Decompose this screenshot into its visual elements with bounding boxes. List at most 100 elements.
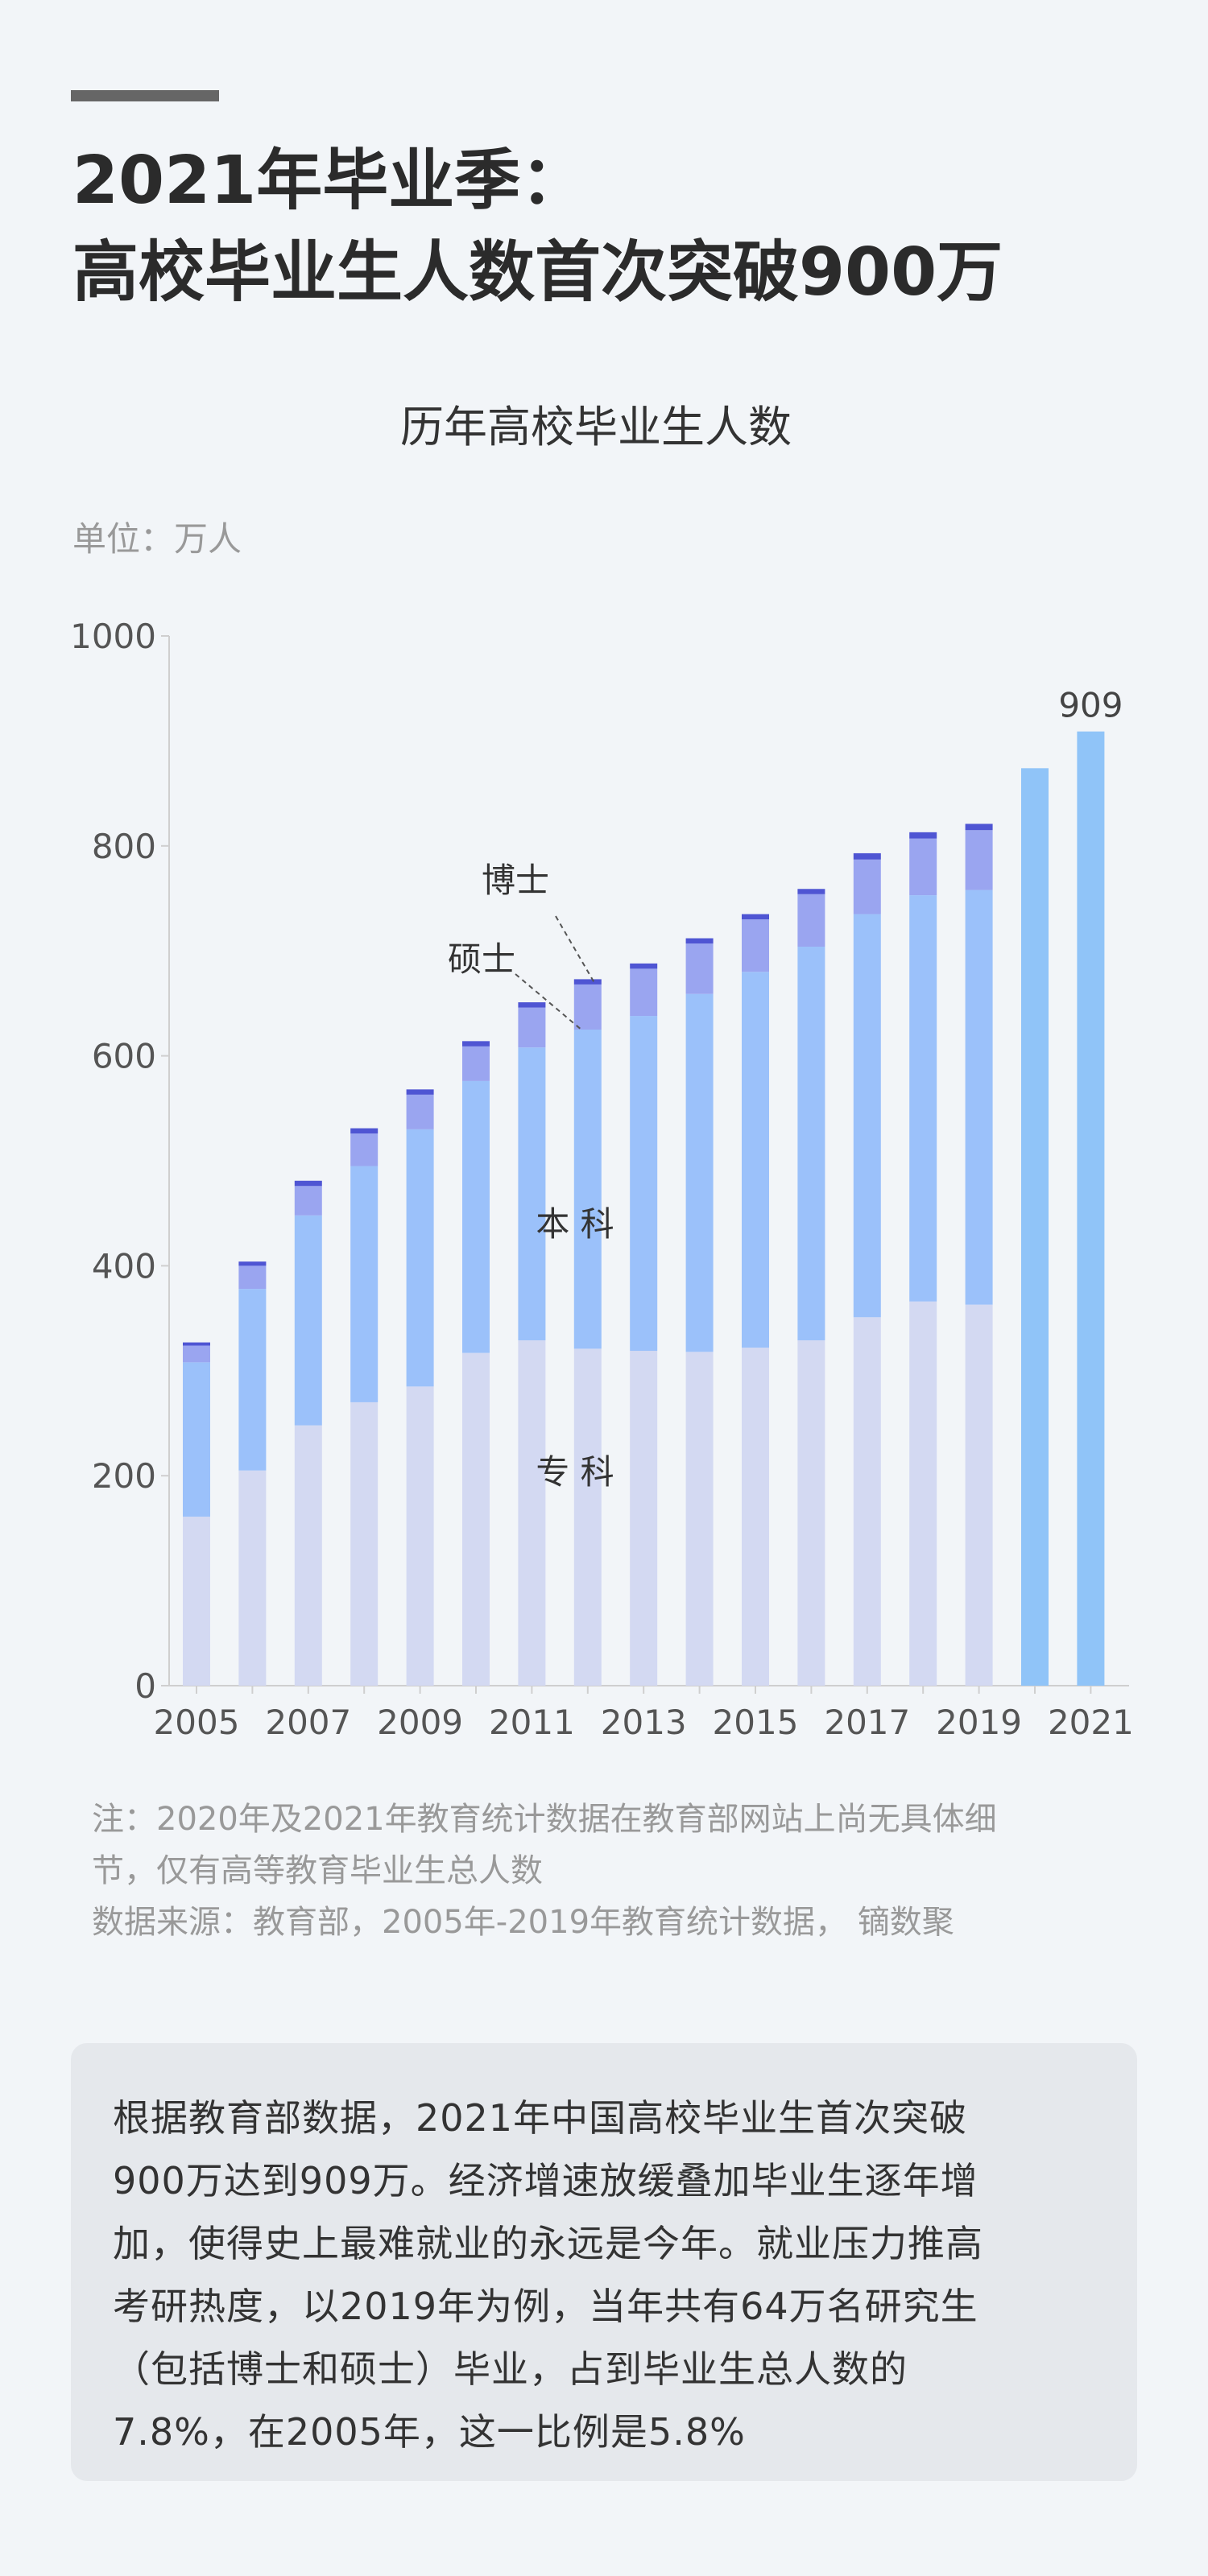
note-line-1: 注：2020年及2021年教育统计数据在教育部网站上尚无具体细 [92, 1801, 997, 1838]
data-label-2021: 909 [1058, 686, 1123, 725]
summary-line-3: 加，使得史上最难就业的永远是今年。就业压力推高 [113, 2222, 983, 2265]
x-tick-label: 2017 [824, 1703, 910, 1742]
chart-title: 历年高校毕业生人数 [400, 402, 792, 452]
annotation-undergrad: 本 科 [536, 1204, 614, 1244]
y-tick-label: 400 [92, 1246, 156, 1286]
annotation-phd-leader [555, 915, 595, 983]
bar-2019-博士 [965, 824, 993, 831]
bar-2007-专科 [294, 1425, 322, 1686]
summary-line-2: 900万达到909万。经济增速放缓叠加毕业生逐年增 [113, 2159, 978, 2202]
bar-2017-专科 [853, 1317, 881, 1686]
bar-2006-博士 [238, 1261, 267, 1266]
x-tick-label: 2011 [489, 1703, 575, 1742]
bar-2014-专科 [685, 1352, 714, 1686]
bar-2009-博士 [406, 1089, 434, 1095]
y-tick-label: 800 [92, 827, 156, 866]
bar-2009-专科 [406, 1386, 434, 1686]
bar-2017-本科 [853, 914, 881, 1318]
bar-2019-硕士 [965, 830, 993, 890]
bar-total-2021 [1077, 731, 1105, 1686]
bar-2005-硕士 [183, 1345, 210, 1363]
bar-2016-硕士 [797, 894, 825, 947]
summary-line-1: 根据教育部数据，2021年中国高校毕业生首次突破 [113, 2096, 968, 2140]
bar-2011-硕士 [518, 1007, 546, 1048]
bar-2014-博士 [685, 938, 714, 944]
bar-2010-专科 [462, 1352, 490, 1686]
title-accent-bar [71, 90, 219, 101]
bar-2018-博士 [909, 832, 937, 839]
y-tick-label: 200 [92, 1456, 156, 1496]
bar-2018-专科 [909, 1301, 937, 1686]
annotation-masters: 硕士 [448, 939, 515, 979]
bar-2006-本科 [238, 1289, 267, 1471]
x-tick-label: 2005 [154, 1703, 240, 1742]
y-tick-label: 1000 [70, 617, 156, 656]
bar-2016-博士 [797, 889, 825, 894]
bar-2011-专科 [518, 1340, 546, 1686]
bar-2005-专科 [183, 1517, 210, 1686]
bar-2008-本科 [350, 1166, 379, 1402]
headline-line-1: 2021年毕业季： [72, 142, 587, 219]
bar-2015-本科 [742, 972, 769, 1348]
bar-2014-硕士 [685, 943, 714, 994]
bar-2017-博士 [853, 852, 881, 860]
bar-2013-本科 [630, 1016, 658, 1352]
bar-2010-博士 [462, 1041, 490, 1046]
bar-2017-硕士 [853, 859, 881, 914]
bar-2010-硕士 [462, 1046, 490, 1081]
bar-2016-专科 [797, 1340, 825, 1686]
summary-line-6: 7.8%，在2005年，这一比例是5.8% [113, 2410, 746, 2454]
x-tick-label: 2019 [936, 1703, 1022, 1742]
x-tick-label: 2009 [377, 1703, 463, 1742]
annotation-masters-leader [515, 973, 582, 1030]
bar-2009-硕士 [406, 1094, 434, 1129]
bar-2019-本科 [965, 890, 993, 1305]
y-tick-label: 0 [134, 1666, 156, 1706]
bar-2007-博士 [294, 1180, 322, 1187]
bar-2008-博士 [350, 1128, 379, 1134]
bar-2005-博士 [183, 1342, 210, 1346]
data-source: 数据来源：教育部，2005年-2019年教育统计数据， 镝数聚 [92, 1904, 954, 1941]
chart-notes: 注：2020年及2021年教育统计数据在教育部网站上尚无具体细 节，仅有高等教育… [92, 1794, 1155, 1948]
bar-2010-本科 [462, 1080, 490, 1353]
bar-2018-本科 [909, 895, 937, 1302]
summary-box: 根据教育部数据，2021年中国高校毕业生首次突破 900万达到909万。经济增速… [71, 2043, 1137, 2481]
x-tick-label: 2015 [713, 1703, 799, 1742]
bar-2006-专科 [238, 1470, 267, 1686]
bar-2019-专科 [965, 1304, 993, 1686]
bar-2009-本科 [406, 1129, 434, 1387]
bar-2012-本科 [573, 1030, 602, 1349]
bar-2014-本科 [685, 993, 714, 1352]
bar-2011-本科 [518, 1047, 546, 1340]
graduates-bar-chart: 0 200 400 600 800 1000 2005 2007 2009 2011 2013 201… [70, 617, 1134, 1742]
unit-label: 单位：万人 [72, 519, 242, 559]
summary-line-4: 考研热度，以2019年为例，当年共有64万名研究生 [113, 2285, 978, 2328]
bar-2005-本科 [183, 1362, 210, 1517]
bar-2006-硕士 [238, 1265, 267, 1290]
bar-2016-本科 [797, 946, 825, 1340]
page-headline: 2021年毕业季： 高校毕业生人数首次突破900万 [72, 135, 1168, 319]
x-tick-label: 2021 [1048, 1703, 1134, 1742]
bar-total-2020 [1021, 768, 1049, 1686]
summary-line-5: （包括博士和硕士）毕业，占到毕业生总人数的 [113, 2347, 908, 2391]
bar-2008-硕士 [350, 1133, 379, 1166]
headline-line-2: 高校毕业生人数首次突破900万 [72, 234, 1003, 311]
bar-2012-硕士 [573, 984, 602, 1030]
bar-2013-硕士 [630, 968, 658, 1017]
bar-2013-专科 [630, 1351, 658, 1686]
bar-2011-博士 [518, 1002, 546, 1008]
bar-2018-硕士 [909, 838, 937, 896]
bar-2007-硕士 [294, 1186, 322, 1216]
bar-2008-专科 [350, 1402, 379, 1686]
annotation-phd: 博士 [482, 861, 549, 900]
note-line-2: 节，仅有高等教育毕业生总人数 [92, 1852, 543, 1889]
bar-2007-本科 [294, 1215, 322, 1426]
annotation-college: 专 科 [536, 1452, 614, 1492]
x-tick-label: 2007 [265, 1703, 351, 1742]
y-tick-label: 600 [92, 1037, 156, 1076]
bar-2015-专科 [742, 1348, 769, 1686]
x-tick-label: 2013 [601, 1703, 687, 1742]
bar-2012-博士 [573, 979, 602, 985]
bar-2015-硕士 [742, 919, 769, 972]
bar-2015-博士 [742, 914, 769, 920]
